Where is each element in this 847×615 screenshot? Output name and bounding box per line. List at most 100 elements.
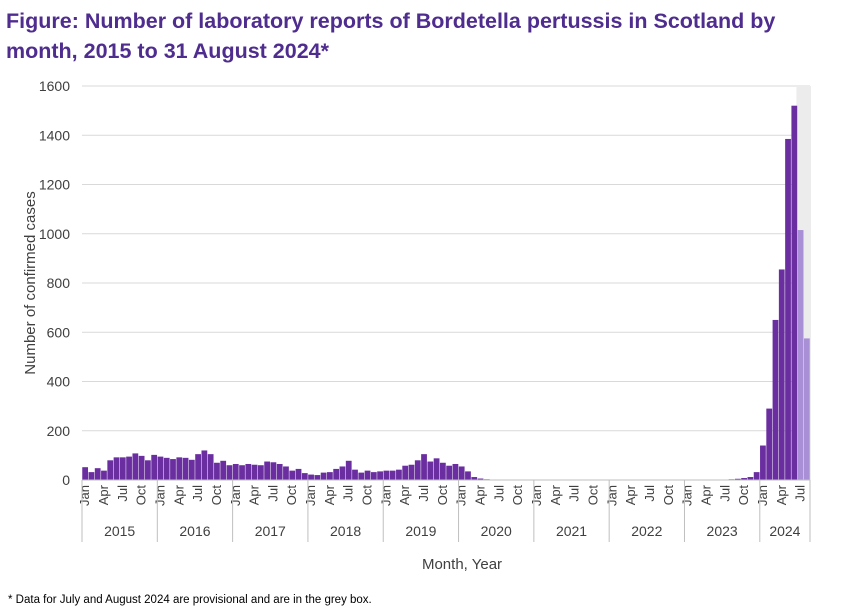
month-tick-label: Apr bbox=[698, 484, 713, 505]
bar bbox=[465, 471, 471, 480]
bar bbox=[138, 455, 145, 480]
chart-title: Figure: Number of laboratory reports of … bbox=[6, 9, 776, 63]
month-tick-label: Apr bbox=[623, 484, 638, 505]
bar bbox=[289, 470, 296, 480]
month-tick-label: Jul bbox=[642, 485, 657, 502]
bar bbox=[320, 472, 327, 480]
month-tick-label: Jul bbox=[265, 485, 280, 502]
bar bbox=[195, 454, 201, 480]
bar bbox=[439, 462, 446, 480]
bar bbox=[82, 467, 89, 480]
month-tick-label: Jan bbox=[152, 485, 167, 506]
month-tick-label: Jul bbox=[416, 485, 431, 502]
y-tick-label: 800 bbox=[47, 275, 71, 291]
bar bbox=[182, 457, 189, 480]
bar bbox=[201, 450, 208, 480]
bar bbox=[113, 457, 120, 480]
month-tick-label: Oct bbox=[435, 485, 450, 506]
bar bbox=[308, 474, 314, 480]
y-axis-label: Number of confirmed cases bbox=[22, 191, 39, 374]
y-tick-label: 200 bbox=[47, 423, 71, 439]
bar bbox=[132, 453, 139, 480]
bar bbox=[458, 466, 465, 480]
bar bbox=[364, 470, 371, 480]
year-label: 2018 bbox=[330, 523, 361, 539]
gridlines bbox=[82, 85, 810, 481]
footnote: * Data for July and August 2024 are prov… bbox=[8, 594, 372, 606]
bar bbox=[766, 408, 773, 480]
bar bbox=[421, 454, 427, 480]
bar bbox=[446, 465, 453, 480]
bar bbox=[396, 469, 402, 480]
x-axis-label: Month, Year bbox=[422, 556, 502, 573]
bar bbox=[352, 469, 358, 480]
month-tick-label: Apr bbox=[774, 484, 789, 505]
month-tick-label: Jan bbox=[228, 485, 243, 506]
bar bbox=[477, 478, 484, 480]
bar bbox=[232, 463, 239, 480]
year-label: 2019 bbox=[405, 523, 436, 539]
month-tick-label: Apr bbox=[96, 484, 111, 505]
month-tick-label: Apr bbox=[171, 484, 186, 505]
bar bbox=[414, 460, 421, 480]
bar bbox=[741, 478, 747, 480]
bar bbox=[88, 472, 95, 480]
month-tick-label: Jul bbox=[190, 485, 205, 502]
y-tick-label: 1200 bbox=[39, 177, 70, 193]
year-label: 2023 bbox=[707, 523, 738, 539]
month-tick-label: Jan bbox=[755, 485, 770, 506]
bar bbox=[402, 465, 409, 480]
bar bbox=[264, 461, 271, 480]
month-tick-label: Jan bbox=[529, 485, 544, 506]
bar bbox=[408, 464, 415, 480]
bar bbox=[257, 465, 264, 480]
bar bbox=[207, 454, 214, 480]
bar bbox=[345, 460, 352, 480]
y-tick-label: 600 bbox=[47, 324, 71, 340]
month-tick-label: Jan bbox=[604, 485, 619, 506]
year-label: 2015 bbox=[104, 523, 135, 539]
bar bbox=[170, 459, 176, 480]
month-tick-label: Jul bbox=[491, 485, 506, 502]
bar-provisional bbox=[803, 338, 810, 480]
year-label: 2020 bbox=[481, 523, 512, 539]
y-tick-label: 400 bbox=[47, 374, 71, 390]
bar bbox=[427, 461, 434, 480]
bar bbox=[283, 466, 289, 480]
bar bbox=[107, 460, 114, 480]
bar bbox=[753, 472, 760, 480]
bar bbox=[471, 477, 478, 480]
month-tick-label: Jan bbox=[378, 485, 393, 506]
bar bbox=[760, 445, 766, 480]
year-label: 2016 bbox=[179, 523, 210, 539]
month-tick-label: Apr bbox=[473, 484, 488, 505]
bar bbox=[101, 470, 107, 480]
bar bbox=[245, 463, 252, 480]
month-tick-label: Jan bbox=[77, 485, 92, 506]
bar bbox=[226, 465, 233, 480]
year-label: 2022 bbox=[631, 523, 662, 539]
bar bbox=[220, 460, 227, 480]
bar bbox=[370, 472, 377, 480]
month-tick-label: Oct bbox=[360, 485, 375, 506]
y-tick-label: 1000 bbox=[39, 226, 70, 242]
bars bbox=[82, 105, 810, 480]
year-label: 2024 bbox=[769, 523, 800, 539]
bar bbox=[151, 454, 158, 480]
bar bbox=[383, 470, 390, 480]
bar bbox=[145, 460, 151, 480]
bar bbox=[452, 463, 459, 480]
month-tick-label: Oct bbox=[661, 485, 676, 506]
month-tick-label: Jan bbox=[303, 485, 318, 506]
month-tick-label: Jul bbox=[341, 485, 356, 502]
bar bbox=[157, 456, 164, 480]
y-tick-label: 1400 bbox=[39, 127, 70, 143]
bar bbox=[327, 472, 333, 480]
bar bbox=[214, 462, 220, 480]
bar bbox=[772, 319, 779, 480]
bar bbox=[301, 473, 308, 480]
bar bbox=[126, 456, 132, 480]
month-tick-label: Jan bbox=[680, 485, 695, 506]
month-tick-label: Apr bbox=[322, 484, 337, 505]
